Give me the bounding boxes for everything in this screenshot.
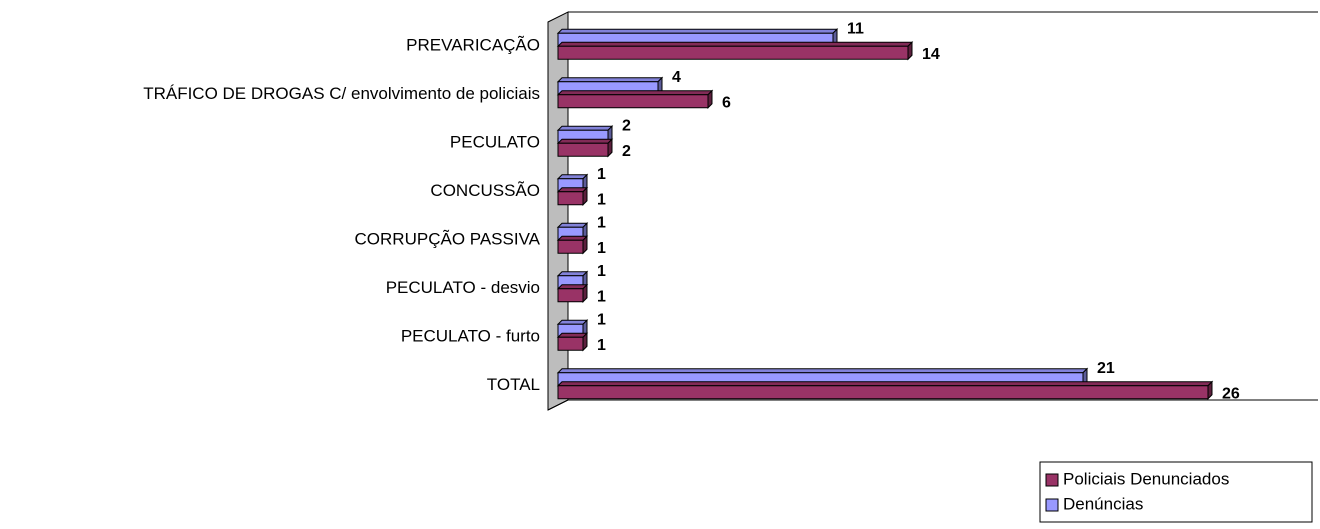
y-tick-label: TRÁFICO DE DROGAS C/ envolvimento de pol… (143, 84, 540, 103)
bar-top (556, 28, 839, 34)
bar-top (556, 332, 589, 338)
bar-top (556, 368, 1089, 374)
bar-top (556, 222, 589, 228)
bar-top (556, 381, 1214, 387)
bar-top (556, 138, 614, 144)
bar-top (556, 187, 589, 193)
bar (556, 41, 914, 61)
bar-top (556, 90, 714, 96)
value-label: 14 (922, 46, 940, 63)
bar-front (557, 239, 584, 254)
y-tick-label: CONCUSSÃO (430, 181, 540, 200)
bar-front (557, 142, 609, 157)
legend-swatch (1045, 498, 1059, 512)
value-label: 1 (597, 214, 606, 231)
value-label: 1 (597, 337, 606, 354)
value-label: 1 (597, 240, 606, 257)
bar-front (557, 288, 584, 303)
y-tick-label: TOTAL (487, 375, 540, 394)
bar (556, 89, 714, 109)
bar-front (557, 94, 709, 109)
y-tick-label: CORRUPÇÃO PASSIVA (355, 230, 541, 249)
bar (556, 138, 614, 158)
legend-box (1039, 461, 1313, 523)
value-label: 26 (1222, 385, 1240, 402)
value-label: 1 (597, 166, 606, 183)
bar (556, 186, 589, 206)
bar (556, 235, 589, 255)
bar-front (557, 45, 909, 60)
value-label: 11 (847, 20, 864, 37)
bar-top (556, 271, 589, 277)
y-tick-label: PECULATO - furto (401, 327, 540, 346)
bar (556, 380, 1214, 400)
value-label: 4 (672, 69, 681, 86)
value-label: 2 (622, 117, 631, 134)
value-label: 21 (1097, 360, 1115, 377)
legend-label: Policiais Denunciados (1063, 469, 1229, 488)
plot-frame (547, 11, 1318, 411)
bar-top (556, 319, 589, 325)
value-label: 2 (622, 143, 631, 160)
bar-top (556, 41, 914, 47)
legend-label: Denúncias (1063, 494, 1143, 513)
value-label: 1 (597, 263, 606, 280)
bar (556, 283, 589, 303)
legend: Policiais Denunciados Denúncias (1039, 461, 1313, 523)
y-tick-label: PECULATO - desvio (386, 278, 540, 297)
bar (556, 332, 589, 352)
bar-top (556, 235, 589, 241)
bar-top (556, 284, 589, 290)
value-label: 1 (597, 288, 606, 305)
y-tick-label: PREVARICAÇÃO (406, 36, 540, 55)
bar-front (557, 336, 584, 351)
bar-front (557, 385, 1209, 400)
value-label: 1 (597, 191, 606, 208)
value-label: 6 (722, 94, 731, 111)
bar-top (556, 174, 589, 180)
bar-top (556, 77, 664, 83)
legend-swatch (1045, 473, 1059, 487)
y-tick-label: PECULATO (450, 133, 540, 152)
bar-top (556, 125, 614, 131)
bar-front (557, 191, 584, 206)
value-label: 1 (597, 311, 606, 328)
